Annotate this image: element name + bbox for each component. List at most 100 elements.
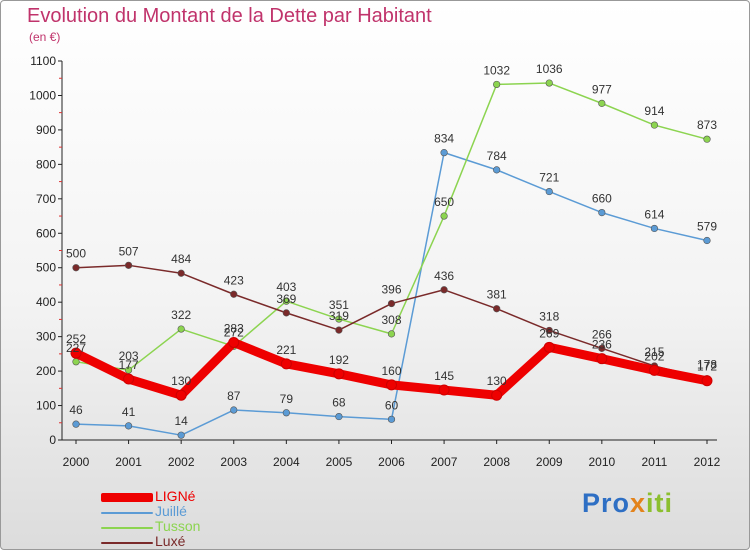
data-label: 252 bbox=[66, 332, 86, 346]
legend-label: Tusson bbox=[155, 518, 201, 534]
data-label: 1036 bbox=[536, 62, 563, 76]
y-tick-label: 300 bbox=[36, 330, 56, 344]
series-point bbox=[335, 315, 343, 323]
series-point bbox=[335, 412, 343, 421]
data-label: 873 bbox=[697, 118, 717, 132]
series-point bbox=[438, 384, 450, 396]
x-tick-label: 2008 bbox=[483, 455, 510, 469]
data-label: 579 bbox=[697, 220, 717, 234]
data-label: 396 bbox=[381, 283, 401, 297]
x-tick-label: 2000 bbox=[63, 455, 90, 469]
y-tick-label: 1000 bbox=[29, 88, 56, 102]
data-label: 130 bbox=[487, 374, 507, 388]
data-label: 236 bbox=[592, 338, 612, 352]
data-label: 319 bbox=[329, 309, 349, 323]
series-point bbox=[648, 364, 660, 376]
x-tick-label: 2012 bbox=[694, 455, 721, 469]
data-label: 423 bbox=[224, 273, 244, 287]
data-label: 318 bbox=[539, 309, 559, 323]
series-point bbox=[387, 330, 396, 338]
x-tick-label: 2001 bbox=[115, 455, 142, 469]
series-point bbox=[72, 358, 80, 366]
legend-swatch bbox=[101, 542, 153, 544]
series-point bbox=[491, 389, 503, 401]
data-label: 977 bbox=[592, 82, 612, 96]
legend-label: LIGNé bbox=[155, 488, 196, 504]
data-label: 145 bbox=[434, 369, 454, 383]
series-point bbox=[543, 341, 555, 353]
series-point bbox=[177, 325, 185, 333]
data-label: 41 bbox=[122, 405, 136, 419]
series-point bbox=[175, 389, 187, 401]
legend-swatch bbox=[101, 512, 153, 514]
data-label: 436 bbox=[434, 269, 454, 283]
series-point bbox=[703, 236, 711, 245]
series-point bbox=[333, 368, 345, 380]
data-label: 500 bbox=[66, 247, 86, 261]
series-point bbox=[387, 415, 396, 423]
series-point bbox=[650, 121, 659, 129]
legend-swatch bbox=[101, 527, 153, 529]
data-label: 177 bbox=[119, 358, 139, 372]
x-tick-label: 2010 bbox=[588, 455, 615, 469]
series-line bbox=[75, 82, 708, 371]
series-point bbox=[280, 358, 292, 370]
data-label: 484 bbox=[171, 252, 191, 266]
data-label: 60 bbox=[385, 398, 399, 412]
series-point bbox=[230, 290, 238, 298]
series-point bbox=[598, 99, 606, 107]
chart-title: Evolution du Montant de la Dette par Hab… bbox=[27, 5, 432, 27]
series-point bbox=[440, 149, 448, 157]
data-label: 160 bbox=[381, 364, 401, 378]
series-point bbox=[598, 344, 606, 352]
data-label: 46 bbox=[69, 403, 83, 417]
data-label: 79 bbox=[280, 392, 294, 406]
data-label: 1032 bbox=[483, 63, 510, 77]
series-point bbox=[650, 224, 659, 233]
y-tick-label: 1100 bbox=[30, 54, 56, 68]
series-point bbox=[545, 187, 553, 196]
data-label: 172 bbox=[697, 360, 717, 374]
data-label: 272 bbox=[224, 325, 244, 339]
data-label: 914 bbox=[644, 104, 664, 118]
series-point bbox=[440, 286, 448, 294]
data-label: 178 bbox=[697, 358, 717, 372]
y-tick-label: 0 bbox=[49, 433, 56, 447]
data-label: 351 bbox=[329, 298, 349, 312]
y-tick-label: 800 bbox=[36, 157, 56, 171]
series-point bbox=[228, 336, 240, 348]
data-label: 614 bbox=[644, 207, 664, 221]
series-point bbox=[598, 209, 606, 217]
x-tick-label: 2002 bbox=[168, 455, 195, 469]
series-point bbox=[124, 261, 133, 269]
y-tick-label: 100 bbox=[36, 399, 56, 413]
series-point bbox=[70, 347, 82, 359]
series-point bbox=[282, 297, 290, 305]
data-label: 660 bbox=[592, 192, 612, 206]
y-tick-label: 600 bbox=[36, 226, 56, 240]
y-tick-label: 200 bbox=[36, 364, 56, 378]
series-point bbox=[493, 166, 501, 174]
data-label: 14 bbox=[174, 414, 188, 428]
legend-swatch bbox=[101, 493, 153, 502]
y-tick-label: 700 bbox=[36, 192, 56, 206]
data-label: 283 bbox=[224, 321, 244, 335]
data-label: 269 bbox=[539, 326, 559, 340]
series-point bbox=[596, 353, 608, 365]
series-point bbox=[282, 309, 290, 317]
series-point bbox=[177, 431, 185, 439]
series-point bbox=[123, 373, 135, 385]
series-point bbox=[72, 420, 80, 428]
data-label: 834 bbox=[434, 132, 454, 146]
data-label: 308 bbox=[381, 313, 401, 327]
series-point bbox=[177, 269, 185, 277]
series-point bbox=[124, 366, 133, 374]
data-label: 203 bbox=[119, 349, 139, 363]
series-point bbox=[440, 212, 448, 220]
series-point bbox=[386, 379, 397, 391]
data-label: 650 bbox=[434, 195, 454, 209]
series-point bbox=[545, 326, 553, 335]
data-label: 87 bbox=[227, 389, 241, 403]
